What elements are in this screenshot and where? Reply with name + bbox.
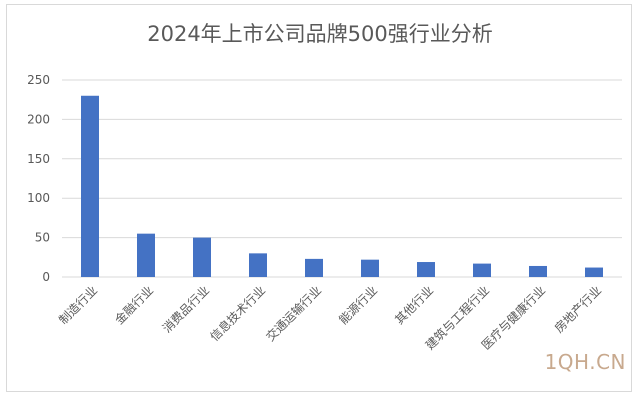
bar-8 [529, 265, 547, 277]
y-axis: 0 50 100 150 200 250 [27, 73, 50, 284]
x-tick-label: 金融行业 [112, 283, 157, 328]
bar-1 [137, 233, 155, 277]
x-tick-label: 能源行业 [336, 283, 380, 327]
bar-6 [417, 262, 435, 277]
bar-9 [585, 267, 603, 277]
x-tick-label: 消费品行业 [160, 283, 212, 335]
x-tick-label: 其他行业 [392, 283, 436, 327]
x-tick-label: 交通运输行业 [263, 283, 325, 345]
bar-2 [193, 237, 211, 277]
y-tick-label: 0 [42, 270, 50, 284]
bar-5 [361, 259, 379, 277]
bar-0 [81, 95, 99, 277]
gridlines [62, 79, 622, 278]
watermark: 1QH.CN [544, 350, 626, 374]
y-tick-label: 250 [27, 73, 50, 87]
y-tick-label: 50 [35, 231, 50, 245]
x-tick-label: 房地产行业 [551, 283, 604, 336]
y-tick-label: 150 [27, 152, 50, 166]
chart-title: 2024年上市公司品牌500强行业分析 [147, 22, 493, 46]
bar-7 [473, 263, 491, 277]
bar-3 [249, 253, 267, 277]
x-tick-label: 信息技术行业 [207, 283, 269, 345]
y-tick-label: 100 [27, 191, 50, 205]
y-tick-label: 200 [27, 112, 50, 126]
bars [81, 95, 603, 277]
bar-4 [305, 258, 323, 277]
x-tick-label: 制造行业 [56, 283, 100, 327]
